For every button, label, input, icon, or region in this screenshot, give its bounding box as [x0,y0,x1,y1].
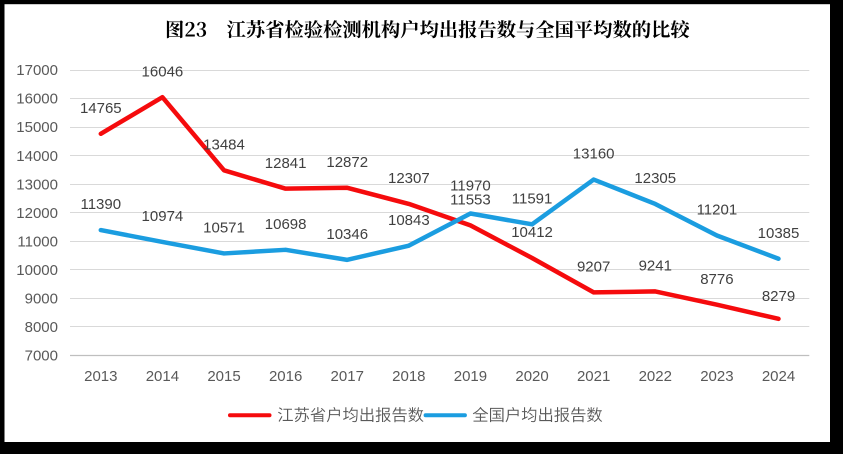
svg-text:2014: 2014 [146,368,179,385]
svg-text:15000: 15000 [16,119,58,136]
svg-text:12872: 12872 [326,154,368,171]
svg-text:13484: 13484 [203,136,245,153]
svg-text:11970: 11970 [450,178,491,195]
svg-text:2016: 2016 [269,368,302,385]
svg-text:8776: 8776 [700,271,733,288]
svg-text:12841: 12841 [265,155,307,172]
svg-text:2021: 2021 [577,368,610,385]
svg-text:10385: 10385 [758,225,800,242]
svg-text:2017: 2017 [331,368,364,385]
svg-text:10346: 10346 [326,226,368,243]
svg-text:2020: 2020 [515,368,548,385]
svg-text:11553: 11553 [450,192,491,209]
svg-text:10698: 10698 [265,216,307,233]
svg-text:9207: 9207 [577,259,610,276]
svg-text:7000: 7000 [25,347,58,364]
svg-text:12307: 12307 [388,170,430,187]
svg-text:8000: 8000 [25,319,58,336]
svg-text:16046: 16046 [142,63,184,80]
svg-text:10000: 10000 [16,262,58,279]
svg-text:10843: 10843 [388,212,430,229]
svg-text:10412: 10412 [511,224,553,241]
svg-text:2013: 2013 [84,368,117,385]
svg-text:10571: 10571 [203,220,245,237]
svg-text:11000: 11000 [17,233,58,250]
svg-text:14765: 14765 [80,100,122,117]
svg-text:2019: 2019 [454,368,487,385]
svg-text:10974: 10974 [142,208,184,225]
svg-text:9000: 9000 [25,290,58,307]
svg-text:8279: 8279 [762,288,795,305]
svg-text:13000: 13000 [16,176,58,193]
svg-text:12305: 12305 [634,170,676,187]
svg-text:13160: 13160 [573,146,615,163]
svg-text:11390: 11390 [80,196,121,213]
svg-text:17000: 17000 [16,62,58,79]
svg-text:11201: 11201 [697,202,738,219]
svg-text:2018: 2018 [392,368,425,385]
svg-text:2024: 2024 [762,368,795,385]
svg-text:11591: 11591 [512,190,553,207]
svg-text:16000: 16000 [16,91,58,108]
svg-text:2023: 2023 [700,368,733,385]
svg-text:2015: 2015 [207,368,240,385]
svg-text:14000: 14000 [16,148,58,165]
svg-text:12000: 12000 [16,205,58,222]
svg-text:9241: 9241 [639,258,672,275]
svg-text:2022: 2022 [639,368,672,385]
